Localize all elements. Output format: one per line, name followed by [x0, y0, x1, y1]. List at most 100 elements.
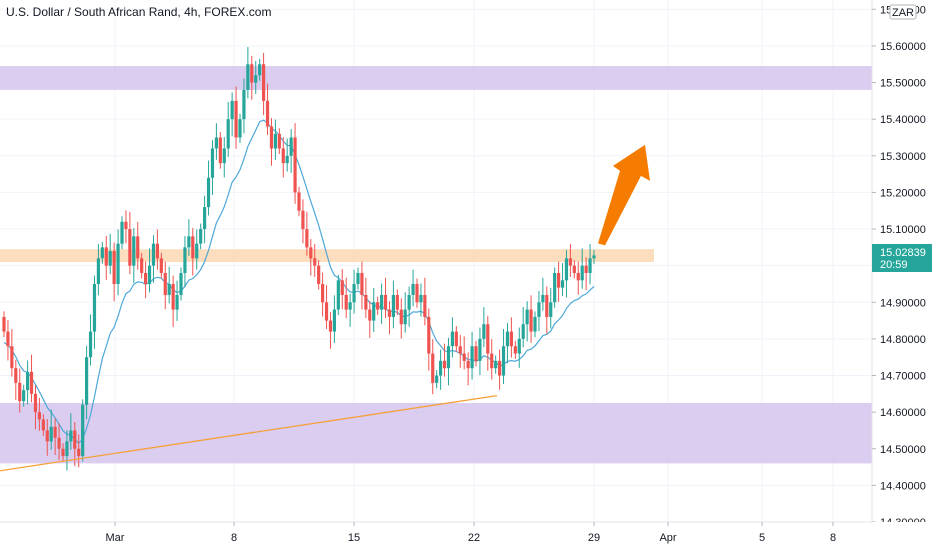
candle-body — [218, 137, 222, 164]
candle-body — [112, 251, 116, 284]
candle-body — [254, 75, 258, 83]
candle-body — [136, 236, 140, 259]
candle — [564, 249, 569, 298]
candle-body — [368, 309, 372, 321]
candle — [92, 275, 97, 349]
candle — [442, 343, 447, 377]
candle — [301, 199, 305, 244]
candle — [140, 252, 144, 279]
candle-body — [462, 353, 466, 361]
candle — [104, 236, 108, 280]
candle-body — [147, 265, 152, 284]
candle — [14, 359, 18, 401]
candle-body — [383, 294, 388, 310]
candle-body — [199, 229, 203, 244]
candle — [560, 263, 565, 297]
candle — [576, 261, 580, 295]
candle — [214, 123, 218, 160]
candle — [317, 260, 321, 290]
candle — [336, 274, 340, 316]
candle — [387, 301, 392, 335]
y-tick-label: 14.40000 — [880, 480, 926, 492]
candle-body — [529, 309, 533, 332]
candle-body — [376, 302, 380, 310]
candle-body — [18, 382, 22, 402]
candle-body — [269, 126, 274, 149]
candle-body — [61, 448, 65, 457]
candle — [490, 339, 494, 380]
candle-body — [564, 258, 569, 281]
y-tick-label: 14.50000 — [880, 444, 926, 456]
candle-body — [69, 430, 73, 442]
candle — [57, 423, 61, 461]
candle-body — [309, 247, 313, 259]
y-tick-label: 15.40000 — [880, 114, 926, 126]
up-arrow — [598, 144, 650, 246]
candle — [462, 336, 466, 370]
candle-body — [423, 294, 427, 317]
y-tick-label: 14.90000 — [880, 297, 926, 309]
x-tick-label: 22 — [468, 532, 480, 544]
candle-body — [132, 236, 136, 266]
candle-body — [533, 316, 537, 332]
candle-body — [541, 294, 545, 303]
x-tick-label: 15 — [348, 532, 360, 544]
candle — [187, 219, 191, 256]
candle — [368, 301, 372, 338]
candle — [112, 242, 116, 302]
candle — [128, 211, 132, 275]
candle-body — [14, 368, 18, 383]
candle — [305, 211, 309, 256]
candle-body — [33, 393, 38, 413]
y-tick-label: 15.30000 — [880, 151, 926, 163]
candle-body — [549, 302, 553, 317]
candle — [269, 118, 274, 166]
candle — [383, 277, 388, 319]
candle-body — [226, 119, 230, 149]
candle — [557, 261, 561, 302]
candle — [37, 397, 41, 431]
candle — [147, 248, 152, 293]
candle-body — [380, 294, 384, 310]
candle-body — [262, 64, 266, 101]
candle — [340, 268, 344, 310]
candle — [285, 138, 289, 172]
y-tick-label: 14.70000 — [880, 371, 926, 383]
zone-support — [0, 402, 872, 464]
candle — [238, 113, 242, 143]
candle-body — [88, 331, 93, 358]
candle-body — [340, 280, 344, 295]
candle-body — [494, 360, 498, 369]
candle-body — [175, 294, 179, 310]
candle-body — [65, 441, 69, 457]
candle — [588, 244, 592, 285]
candle-body — [85, 357, 89, 405]
candle — [81, 399, 85, 462]
candle-body — [576, 272, 580, 281]
candle — [415, 278, 419, 308]
candle-body — [568, 258, 572, 266]
candle-body — [2, 316, 6, 332]
time-axis[interactable]: Mar 8 15 22 29 Apr 5 8 — [0, 521, 932, 550]
candle — [458, 334, 462, 368]
candle-body — [324, 302, 329, 321]
candle-body — [92, 283, 97, 332]
candle-body — [442, 360, 447, 369]
candle — [234, 86, 238, 149]
candle — [403, 292, 407, 333]
candle-body — [470, 346, 474, 369]
candle-body — [419, 294, 423, 303]
candle-body — [391, 294, 395, 317]
candle-body — [159, 258, 163, 273]
candle-body — [183, 247, 187, 273]
x-tick-label: Apr — [659, 532, 676, 544]
candle-body — [431, 353, 435, 383]
candle-body — [195, 243, 199, 259]
candle — [419, 283, 423, 317]
candle-body — [446, 346, 451, 369]
candle — [450, 317, 454, 358]
candle-body — [100, 247, 104, 259]
candle-body — [498, 360, 502, 376]
countdown: 20:59 — [880, 259, 908, 271]
